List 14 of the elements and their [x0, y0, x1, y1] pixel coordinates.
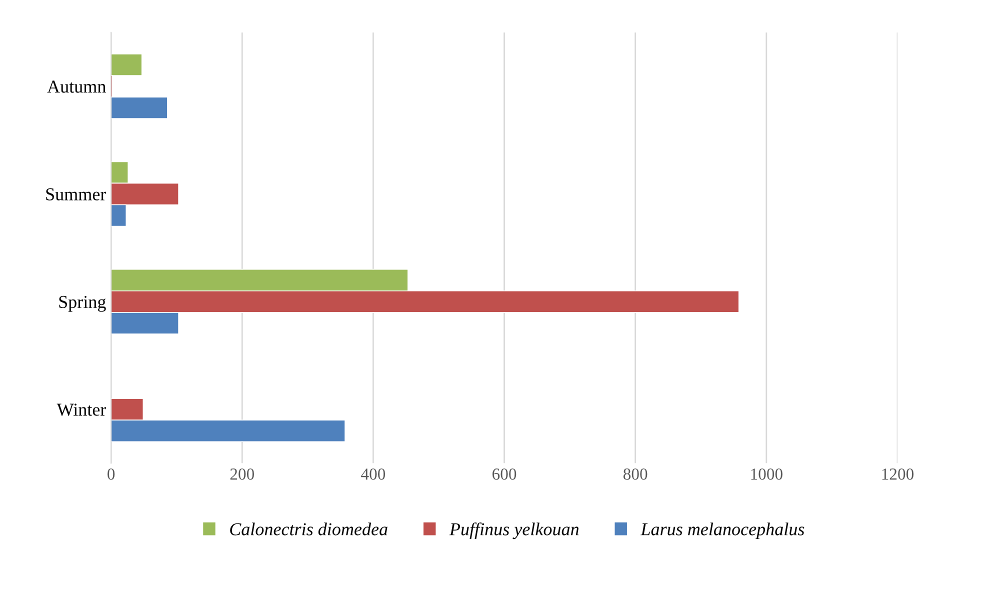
y-tick-label: Autumn [47, 80, 106, 93]
x-tick-label: 200 [230, 468, 254, 480]
x-tick-label: 600 [492, 468, 516, 480]
x-tick-label: 1000 [751, 468, 782, 480]
x-tick-label: 0 [108, 468, 115, 480]
legend-label: Calonectris diomedea [230, 522, 388, 536]
legend-label: Larus melanocephalus [640, 522, 804, 540]
y-tick-label: Summer [46, 188, 106, 200]
x-tick-label: 400 [361, 468, 386, 480]
x-tick-label: 1200 [882, 468, 914, 480]
legend-label: Puffinus yelkouan [449, 522, 579, 540]
x-tick-label: 800 [623, 468, 648, 480]
y-tick-label: Spring [59, 296, 106, 312]
y-tick-label: Winter [56, 404, 106, 416]
